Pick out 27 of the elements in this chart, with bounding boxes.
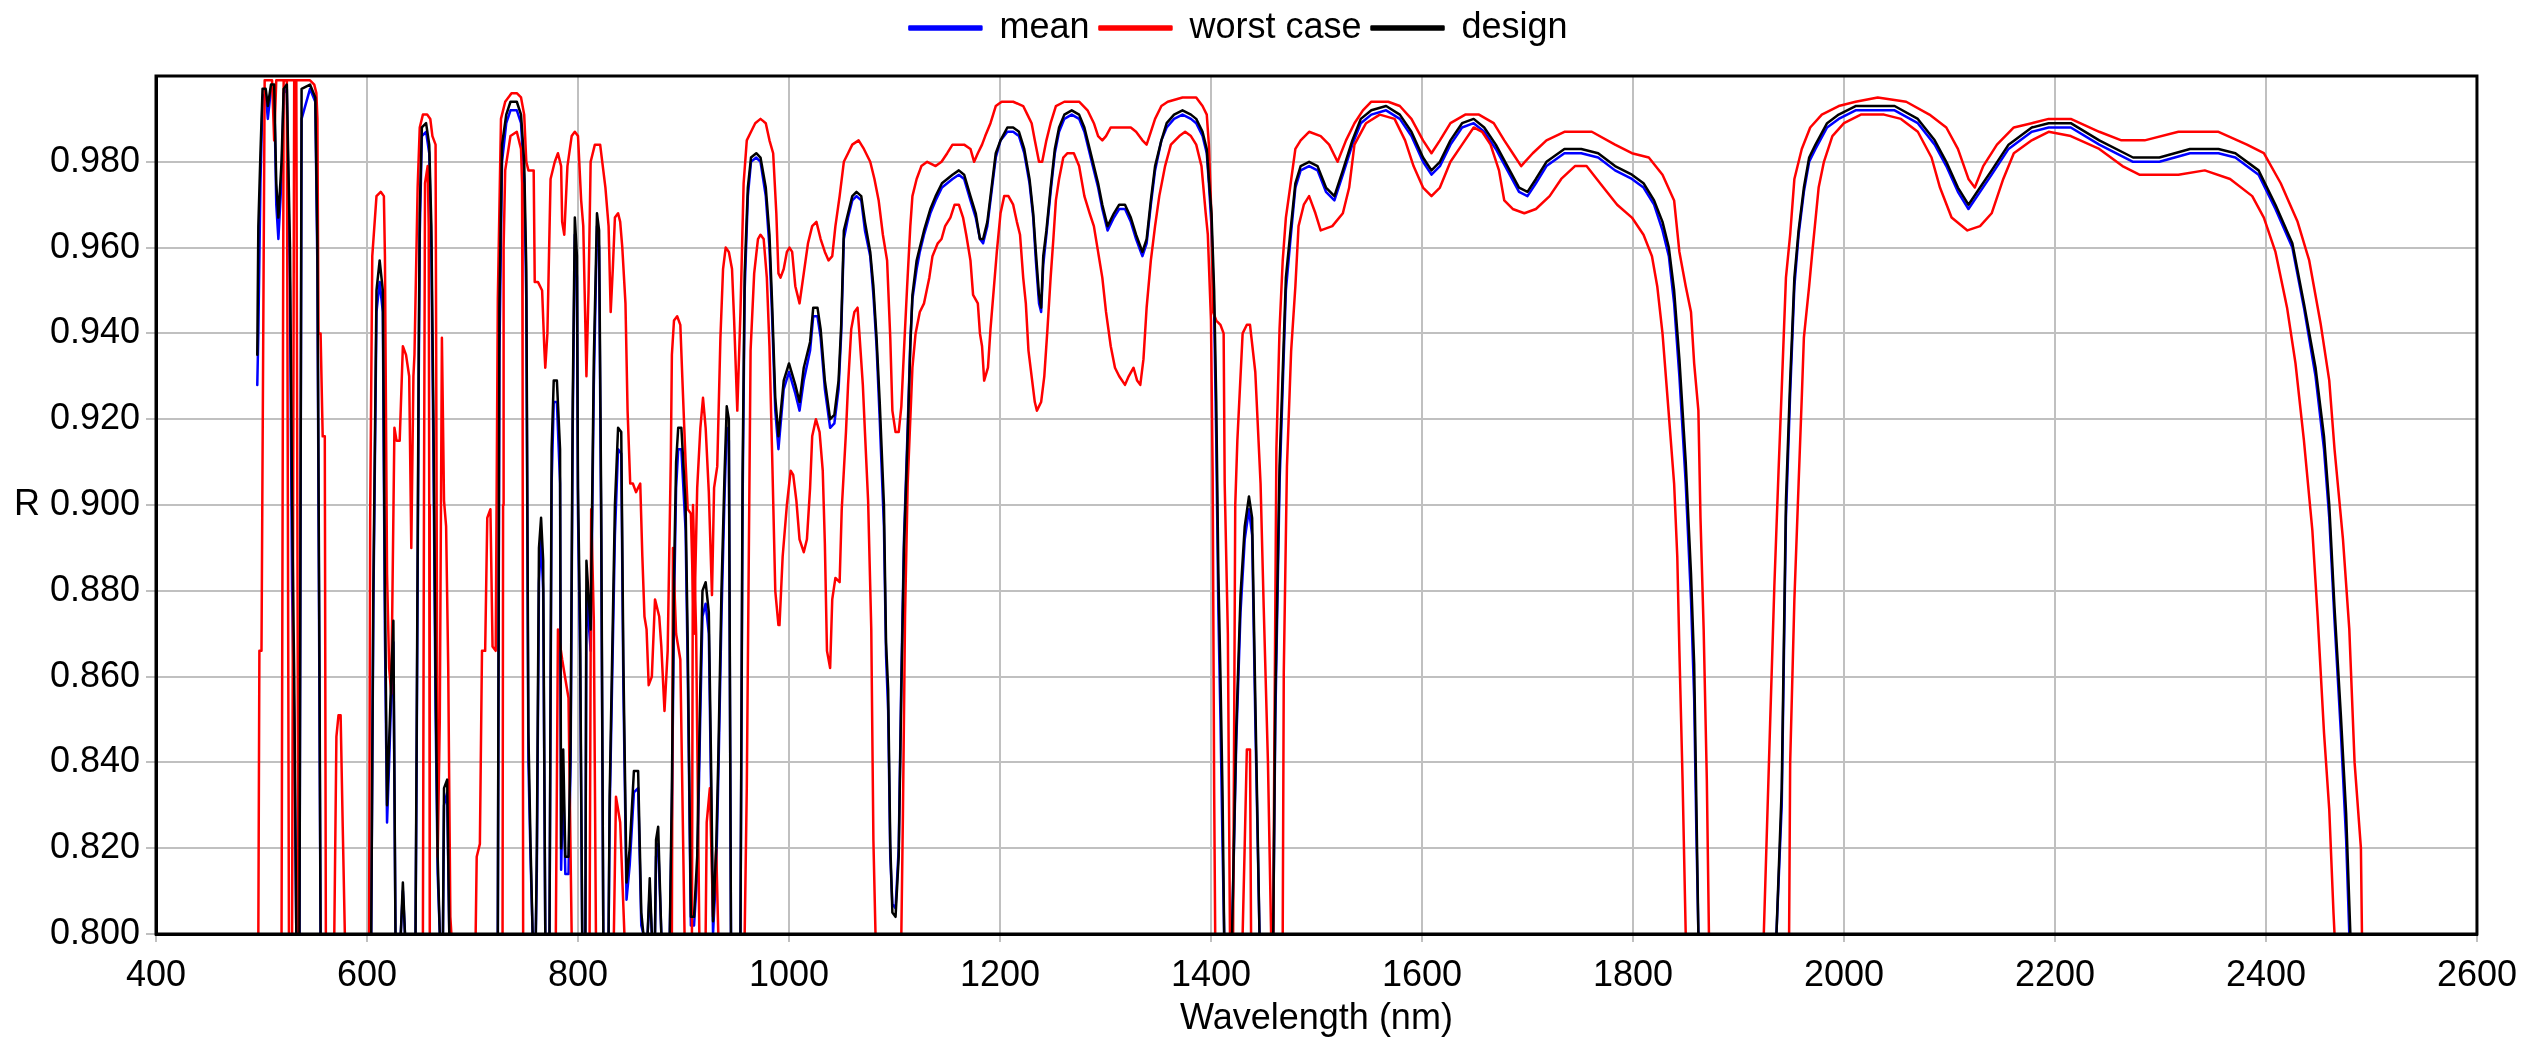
legend-label: worst case (1188, 4, 1362, 46)
legend-label: mean (999, 4, 1090, 46)
x-tick-label: 800 (547, 952, 609, 994)
y-tick-label: 0.960 (49, 224, 140, 266)
x-tick-label: 600 (336, 952, 398, 994)
y-tick-label: 0.980 (49, 138, 140, 180)
y-tick-label: 0.820 (49, 825, 140, 867)
x-tick-label: 2400 (2225, 952, 2307, 994)
y-tick-label: 0.940 (49, 310, 140, 352)
x-tick-label: 2000 (1803, 952, 1885, 994)
y-tick-label: 0.860 (49, 653, 140, 695)
x-axis-title: Wavelength (nm) (1180, 996, 1453, 1038)
x-tick-label: 2600 (2436, 952, 2517, 994)
legend-label: design (1461, 4, 1568, 46)
y-tick-label: 0.840 (49, 739, 140, 781)
y-tick-label: 0.800 (49, 910, 140, 952)
x-tick-label: 400 (125, 952, 187, 994)
x-tick-label: 1600 (1381, 952, 1463, 994)
x-tick-label: 1800 (1592, 952, 1674, 994)
x-tick-label: 1200 (959, 952, 1041, 994)
y-tick-label: 0.900 (49, 481, 140, 523)
y-tick-label: 0.920 (49, 396, 140, 438)
x-tick-label: 1000 (748, 952, 830, 994)
x-tick-label: 1400 (1170, 952, 1252, 994)
y-tick-label: 0.880 (49, 567, 140, 609)
y-axis-title: R (14, 481, 40, 523)
x-tick-label: 2200 (2014, 952, 2096, 994)
